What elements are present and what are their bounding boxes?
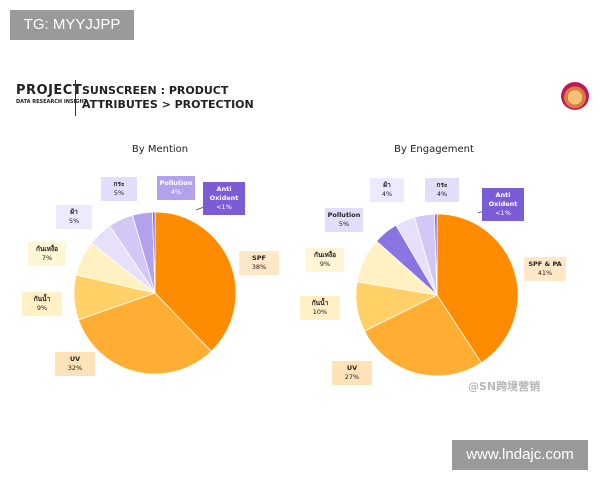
chart-title-mention: By Mention <box>131 144 189 155</box>
project-title: PROJECT <box>16 83 83 98</box>
project-subtitle: DATA RESEARCH INSIGHT <box>16 99 88 105</box>
avatar <box>561 82 589 110</box>
chart-title-engagement: By Engagement <box>394 144 474 155</box>
header-divider <box>75 80 76 116</box>
channel-tag: TG: MYYJJPP <box>10 10 134 40</box>
project-brand: PROJECT DATA RESEARCH INSIGHT <box>16 83 87 105</box>
pie-slice-engagement-1 <box>363 294 482 377</box>
watermark: @SN跨境营销 <box>468 380 541 393</box>
label-engagement-skin: ผ้า 4% <box>370 178 404 202</box>
page-title: SUNSCREEN : PRODUCT ATTRIBUTES > PROTECT… <box>82 84 254 112</box>
site-url: www.lndajc.com <box>452 440 588 470</box>
label-engagement-pollution: Pollution 5% <box>325 208 363 232</box>
label-mention-antioxident: Anti Oxident <1% <box>203 182 245 215</box>
label-engagement-spf-pa: SPF & PA 41% <box>524 257 566 281</box>
label-engagement-freckle: กระ 4% <box>425 178 459 202</box>
pie-slice-mention-1 <box>78 292 212 375</box>
label-mention-uv: UV 32% <box>55 352 95 376</box>
label-engagement-uv: UV 27% <box>332 361 372 385</box>
label-mention-pollution: Pollution 4% <box>157 176 195 200</box>
label-mention-sweatproof: กันเหงื่อ 7% <box>28 242 66 266</box>
page-title-line2: ATTRIBUTES > PROTECTION <box>82 98 254 111</box>
label-engagement-waterproof: กันน้ำ 10% <box>300 296 340 320</box>
label-mention-spf: SPF 38% <box>239 251 279 275</box>
label-engagement-sweatproof: กันเหงื่อ 9% <box>306 248 344 272</box>
label-mention-skin: ผ้า 5% <box>56 205 92 229</box>
label-engagement-antioxident: Anti Oxident <1% <box>482 188 524 221</box>
pie-slice-mention-0 <box>154 211 237 352</box>
pie-slice-engagement-7 <box>434 213 438 296</box>
label-mention-freckle: กระ 5% <box>101 177 137 201</box>
pie-slice-mention-7 <box>152 211 156 294</box>
page-title-line1: SUNSCREEN : PRODUCT <box>82 84 229 97</box>
label-mention-waterproof: กันน้ำ 9% <box>22 292 62 316</box>
